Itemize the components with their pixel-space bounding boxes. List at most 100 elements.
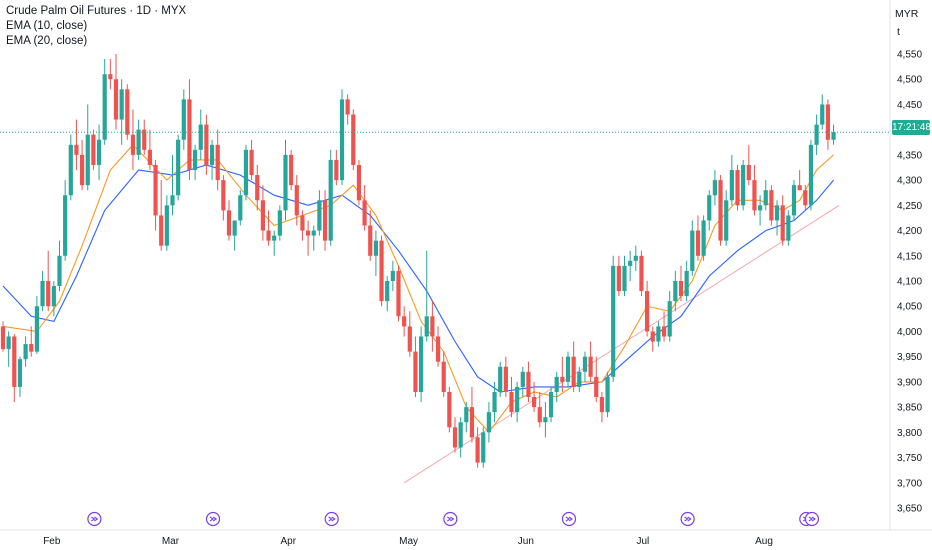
price-tick-label: 4,350 xyxy=(897,150,922,161)
candle-body xyxy=(294,185,299,216)
ema10-label[interactable]: EMA (10, close) xyxy=(6,20,88,32)
candle-body xyxy=(565,356,571,382)
time-tick-label: May xyxy=(399,536,418,547)
time-tick-label: Aug xyxy=(755,536,773,547)
symbol-title[interactable]: Crude Palm Oil Futures · 1D · MYX xyxy=(6,5,187,17)
candle-body xyxy=(746,164,751,181)
candle-body xyxy=(108,74,113,80)
event-marker-glyph xyxy=(684,516,692,522)
candle-body xyxy=(645,291,650,332)
candle-body xyxy=(582,356,588,372)
candle-body xyxy=(170,195,175,206)
candle-body xyxy=(40,281,45,307)
candle-body xyxy=(12,336,17,387)
candle-body xyxy=(441,361,446,392)
candle-body xyxy=(407,326,412,352)
last-price-countdown: 17:21:48 xyxy=(892,120,931,135)
unit-label[interactable]: t xyxy=(897,26,900,38)
candle-body xyxy=(492,391,497,413)
candle-body xyxy=(91,134,96,165)
candle-body xyxy=(701,220,706,256)
candle-body xyxy=(452,427,458,448)
candle-body xyxy=(616,265,621,292)
candle-body xyxy=(272,235,277,241)
ema20-label[interactable]: EMA (20, close) xyxy=(6,35,88,47)
candle-body xyxy=(515,386,520,413)
candle-body xyxy=(650,331,655,342)
candle-body xyxy=(464,407,469,423)
time-tick-label: Mar xyxy=(162,536,180,547)
candle-body xyxy=(221,180,226,211)
price-tick-label: 4,100 xyxy=(897,277,922,288)
candle-body xyxy=(803,190,808,206)
candle-body xyxy=(498,366,503,392)
candle-body xyxy=(560,376,565,382)
candle-body xyxy=(255,175,260,201)
candle-body xyxy=(797,185,802,191)
time-tick-label: Jul xyxy=(636,536,649,547)
price-tick-label: 4,500 xyxy=(897,75,922,86)
candle-body xyxy=(379,240,384,302)
currency-label[interactable]: MYR xyxy=(895,8,919,20)
candle-body xyxy=(526,371,531,398)
candle-body xyxy=(780,205,785,241)
candle-body xyxy=(554,376,559,392)
price-tick-label: 4,150 xyxy=(897,251,922,262)
price-tick-label: 4,550 xyxy=(897,50,922,61)
candle-body xyxy=(735,170,740,206)
price-tick-label: 3,950 xyxy=(897,352,922,363)
candle-body xyxy=(532,397,537,408)
candle-body xyxy=(808,144,814,206)
candle-body xyxy=(68,144,73,196)
candle-body xyxy=(102,74,107,140)
candle-body xyxy=(673,281,678,302)
candle-body xyxy=(226,210,232,236)
candle-body xyxy=(577,371,582,387)
price-tick-label: 3,650 xyxy=(897,504,922,515)
candle-body xyxy=(147,149,152,165)
candle-body xyxy=(317,200,322,231)
candle-body xyxy=(758,205,763,211)
candle-body xyxy=(187,99,192,171)
candle-body xyxy=(385,281,390,302)
candle-body xyxy=(430,316,435,337)
candle-body xyxy=(548,391,554,418)
candle-body xyxy=(243,149,249,196)
candle-body xyxy=(503,366,508,392)
candle-body xyxy=(543,417,548,423)
trend-line[interactable] xyxy=(403,204,840,484)
candle-body xyxy=(289,154,294,186)
candle-body xyxy=(447,391,452,428)
candle-body xyxy=(791,185,797,216)
candle-body xyxy=(113,79,119,120)
candle-body xyxy=(831,132,836,140)
candle-body xyxy=(249,149,254,176)
time-tick-label: Feb xyxy=(43,536,61,547)
candle-body xyxy=(300,215,305,231)
candle-body xyxy=(469,407,475,438)
candle-body xyxy=(628,260,633,266)
price-tick-label: 3,750 xyxy=(897,453,922,464)
candle-body xyxy=(690,230,695,271)
candle-body xyxy=(85,134,90,186)
candle-body xyxy=(594,376,599,398)
price-tick-label: 4,000 xyxy=(897,327,922,338)
price-tick-label: 4,250 xyxy=(897,201,922,212)
candle-body xyxy=(814,124,819,145)
candle-body xyxy=(322,200,328,241)
candle-body xyxy=(402,316,407,327)
candle-body xyxy=(306,230,311,236)
price-tick-label: 4,450 xyxy=(897,100,922,111)
event-marker-glyph xyxy=(565,516,573,522)
candle-body xyxy=(435,336,441,362)
candle-body xyxy=(509,391,514,413)
candle-body xyxy=(136,129,141,155)
candle-body xyxy=(80,154,85,186)
candle-body xyxy=(605,376,610,413)
candle-body xyxy=(345,99,350,115)
candle-body xyxy=(215,144,220,181)
candle-body xyxy=(142,129,147,150)
candle-body xyxy=(29,344,34,352)
candle-body xyxy=(362,200,367,226)
